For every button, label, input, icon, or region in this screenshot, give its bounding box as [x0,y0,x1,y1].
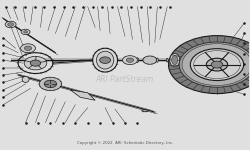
Ellipse shape [146,57,148,63]
Circle shape [122,56,138,65]
Circle shape [24,46,32,51]
Ellipse shape [96,51,114,69]
Circle shape [39,77,62,91]
Ellipse shape [93,48,118,72]
Circle shape [206,58,228,71]
Circle shape [21,29,30,35]
Circle shape [20,44,36,53]
Circle shape [44,80,57,88]
Circle shape [168,36,250,94]
Ellipse shape [172,56,178,65]
Circle shape [30,60,41,66]
Ellipse shape [156,58,158,62]
Ellipse shape [124,57,126,63]
Circle shape [182,44,250,86]
Ellipse shape [166,58,168,62]
Ellipse shape [136,58,138,63]
Circle shape [100,57,110,63]
Circle shape [24,56,47,70]
Circle shape [126,58,134,62]
Circle shape [5,21,16,28]
Ellipse shape [142,110,148,112]
Circle shape [24,31,28,33]
Circle shape [179,42,250,87]
Circle shape [211,61,223,68]
Text: ARI PartStream: ARI PartStream [96,75,154,84]
Circle shape [8,23,14,26]
Ellipse shape [170,53,180,67]
Ellipse shape [22,76,29,82]
Circle shape [143,56,157,64]
Polygon shape [70,90,95,100]
Text: Copyright © 2022  ARI· Schematic Directory, Inc.: Copyright © 2022 ARI· Schematic Director… [77,141,173,145]
Circle shape [194,51,240,78]
Circle shape [190,49,244,81]
